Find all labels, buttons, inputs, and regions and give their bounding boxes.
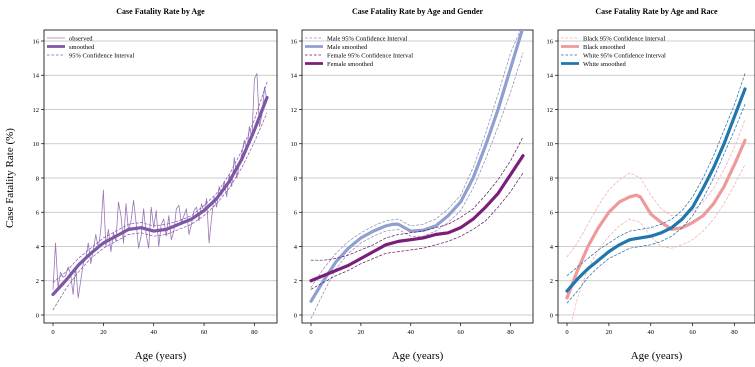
series-line xyxy=(566,104,746,304)
series-line xyxy=(310,30,521,288)
y-tick-label: 8 xyxy=(36,175,39,182)
y-tick-label: 14 xyxy=(291,73,298,80)
legend-label: Female smoothed xyxy=(327,61,374,68)
y-tick-label: 2 xyxy=(36,278,39,285)
legend-label: White 95% Confidence Interval xyxy=(583,52,666,59)
y-tick-label: 12 xyxy=(547,107,554,114)
x-tick-label: 60 xyxy=(457,329,464,336)
series-line xyxy=(310,52,524,319)
legend: Male 95% Confidence Interval Male smoothe… xyxy=(305,35,413,68)
y-tick-label: 6 xyxy=(550,210,554,217)
series-line xyxy=(566,73,746,276)
series-line xyxy=(565,138,747,300)
y-tick-label: 4 xyxy=(36,244,40,251)
x-tick-label: 0 xyxy=(565,329,568,336)
panel-title: Case Fatality Rate by Age and Race xyxy=(595,7,718,16)
y-tick-label: 6 xyxy=(36,210,40,217)
y-tick-label: 16 xyxy=(547,38,554,45)
x-tick-label: 40 xyxy=(150,329,157,336)
legend-label: smoothed xyxy=(69,44,95,51)
series-line xyxy=(310,136,524,261)
y-tick-label: 8 xyxy=(550,175,553,182)
series-line xyxy=(309,30,524,303)
y-tick-label: 14 xyxy=(33,73,40,80)
plot-frame xyxy=(43,29,278,324)
y-tick-label: 0 xyxy=(294,312,297,319)
panel-by-age-and-gender: Case Fatality Rate by Age and Gender 0 2 4 6… xyxy=(291,7,534,362)
x-tick-label: 40 xyxy=(648,329,655,336)
x-tick-label: 80 xyxy=(251,329,258,336)
y-tick-label: 4 xyxy=(294,244,298,251)
y-tick-label: 6 xyxy=(294,210,298,217)
y-tick-label: 10 xyxy=(33,141,40,148)
series-line xyxy=(565,87,747,293)
y-tick-label: 10 xyxy=(547,141,554,148)
legend-label: White smoothed xyxy=(583,61,627,68)
x-axis-label: Age (years) xyxy=(392,350,444,362)
legend: Black 95% Confidence Interval Black smoot… xyxy=(561,35,666,68)
panel-by-age-and-race: Case Fatality Rate by Age and Race 0 2 4 6 8 1… xyxy=(547,7,755,362)
x-tick-label: 0 xyxy=(309,329,312,336)
y-tick-label: 12 xyxy=(33,107,40,114)
y-tick-label: 16 xyxy=(291,38,298,45)
panel-title: Case Fatality Rate by Age xyxy=(116,7,205,16)
series-group xyxy=(565,73,747,323)
x-tick-label: 20 xyxy=(358,329,365,336)
x-tick-label: 20 xyxy=(606,329,613,336)
x-axis-label: Age (years) xyxy=(631,350,683,362)
series-line xyxy=(309,154,525,283)
series-line xyxy=(566,119,746,258)
legend-label: Black 95% Confidence Interval xyxy=(583,35,665,42)
x-tick-label: 0 xyxy=(51,329,54,336)
x-tick-label: 60 xyxy=(689,329,696,336)
x-tick-label: 80 xyxy=(731,329,738,336)
y-tick-label: 8 xyxy=(294,175,297,182)
y-tick-label: 12 xyxy=(291,107,298,114)
panel-by-age: Case Fatality Rate by Age 0 2 4 6 8 10 12 14 16 0 2… xyxy=(33,7,278,362)
legend-label: Male 95% Confidence Interval xyxy=(327,35,408,42)
legend-label: observed xyxy=(69,35,93,42)
y-tick-label: 14 xyxy=(547,73,554,80)
series-line xyxy=(52,81,268,283)
y-tick-label: 2 xyxy=(294,278,297,285)
y-tick-label: 0 xyxy=(36,312,39,319)
series-line xyxy=(51,95,269,297)
y-tick-label: 16 xyxy=(33,38,40,45)
legend-label: 95% Confidence Interval xyxy=(69,52,135,59)
y-tick-label: 0 xyxy=(550,312,553,319)
series-group xyxy=(309,30,525,319)
y-tick-label: 2 xyxy=(550,278,553,285)
series-line xyxy=(52,112,268,311)
legend-label: Female 95% Confidence Interval xyxy=(327,52,413,59)
y-axis-label: Case Fatality Rate (%) xyxy=(4,128,16,228)
x-tick-label: 20 xyxy=(100,329,107,336)
x-tick-label: 80 xyxy=(507,329,514,336)
series-line xyxy=(570,163,746,323)
plot-frame xyxy=(301,29,534,324)
x-tick-label: 40 xyxy=(408,329,415,336)
legend-label: Black smoothed xyxy=(583,44,626,51)
panel-title: Case Fatality Rate by Age and Gender xyxy=(352,7,484,16)
legend-label: Male smoothed xyxy=(327,44,368,51)
y-tick-label: 4 xyxy=(550,244,554,251)
x-axis-label: Age (years) xyxy=(135,350,187,362)
x-tick-label: 60 xyxy=(201,329,208,336)
y-tick-label: 10 xyxy=(291,141,298,148)
plot-frame xyxy=(557,29,755,324)
series-group xyxy=(51,73,269,311)
series-line xyxy=(310,172,524,290)
